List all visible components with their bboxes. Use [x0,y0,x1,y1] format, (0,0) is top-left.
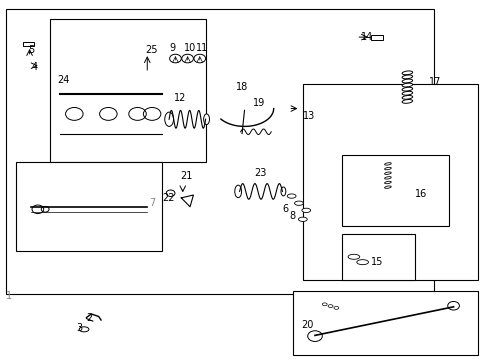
Text: 10: 10 [183,43,196,53]
Ellipse shape [384,181,390,184]
Ellipse shape [401,83,412,87]
Ellipse shape [401,79,412,83]
Bar [341,155,448,226]
Text: 7: 7 [149,198,156,208]
Ellipse shape [281,187,285,196]
Text: 2: 2 [86,312,93,323]
Ellipse shape [327,305,332,307]
Ellipse shape [401,99,412,103]
Ellipse shape [401,75,412,79]
Text: 14: 14 [361,32,373,42]
Bar [302,84,477,280]
Text: 12: 12 [174,93,186,103]
Text: 18: 18 [236,82,248,92]
Ellipse shape [301,208,310,212]
Text: 8: 8 [288,211,295,221]
Ellipse shape [401,95,412,99]
Ellipse shape [384,167,390,170]
Text: 6: 6 [282,203,288,213]
Ellipse shape [203,114,209,125]
Text: 4: 4 [31,63,38,72]
Text: 13: 13 [302,111,314,121]
Ellipse shape [401,87,412,91]
Ellipse shape [384,172,390,175]
Text: 19: 19 [253,98,265,108]
Text: 22: 22 [162,193,174,203]
Text: 20: 20 [301,320,313,330]
Ellipse shape [322,303,326,306]
Ellipse shape [164,112,173,126]
Text: 5: 5 [28,45,34,55]
Ellipse shape [294,201,303,205]
Ellipse shape [356,260,368,265]
FancyBboxPatch shape [370,35,382,40]
Ellipse shape [287,194,295,198]
Text: 11: 11 [196,43,208,53]
Text: 15: 15 [370,257,383,267]
Text: 16: 16 [414,189,426,199]
Text: 23: 23 [254,168,266,178]
Text: 25: 25 [144,45,157,55]
Ellipse shape [401,71,412,75]
Ellipse shape [347,254,359,259]
Bar [50,19,205,162]
Text: 21: 21 [180,171,192,181]
Bar [6,9,433,294]
Text: 17: 17 [428,77,441,87]
Bar [16,162,162,251]
Ellipse shape [401,91,412,95]
Ellipse shape [384,163,390,165]
Ellipse shape [384,177,390,179]
FancyBboxPatch shape [23,42,34,46]
Bar [341,234,414,280]
Text: 9: 9 [169,43,175,53]
Bar [292,291,477,355]
Ellipse shape [333,306,338,309]
Ellipse shape [298,217,306,221]
Ellipse shape [234,185,241,198]
Ellipse shape [384,186,390,188]
Ellipse shape [79,327,89,332]
Text: 1: 1 [6,291,12,301]
Text: 24: 24 [57,75,69,85]
Text: 3: 3 [77,323,82,333]
